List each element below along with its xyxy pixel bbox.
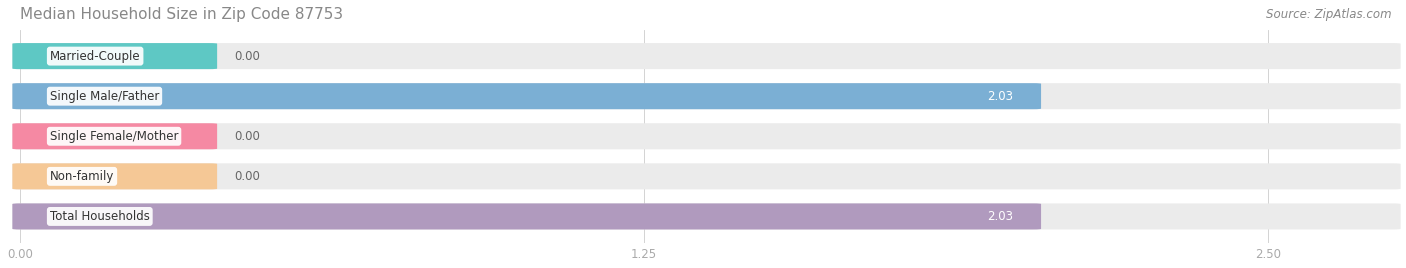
FancyBboxPatch shape (13, 43, 217, 69)
FancyBboxPatch shape (13, 83, 1400, 109)
Text: 0.00: 0.00 (235, 130, 260, 143)
FancyBboxPatch shape (13, 163, 1400, 189)
FancyBboxPatch shape (13, 83, 1040, 109)
Text: 0.00: 0.00 (235, 170, 260, 183)
Text: 0.00: 0.00 (235, 50, 260, 63)
FancyBboxPatch shape (13, 123, 217, 149)
Text: Total Households: Total Households (49, 210, 149, 223)
Text: Median Household Size in Zip Code 87753: Median Household Size in Zip Code 87753 (20, 7, 343, 22)
Text: 2.03: 2.03 (987, 90, 1014, 103)
FancyBboxPatch shape (13, 203, 1040, 229)
FancyBboxPatch shape (13, 163, 217, 189)
Text: Source: ZipAtlas.com: Source: ZipAtlas.com (1267, 8, 1392, 21)
Text: Single Female/Mother: Single Female/Mother (49, 130, 179, 143)
FancyBboxPatch shape (13, 43, 1400, 69)
Text: Single Male/Father: Single Male/Father (49, 90, 159, 103)
Text: Married-Couple: Married-Couple (49, 50, 141, 63)
FancyBboxPatch shape (13, 123, 1400, 149)
Text: Non-family: Non-family (49, 170, 114, 183)
FancyBboxPatch shape (13, 203, 1400, 229)
Text: 2.03: 2.03 (987, 210, 1014, 223)
